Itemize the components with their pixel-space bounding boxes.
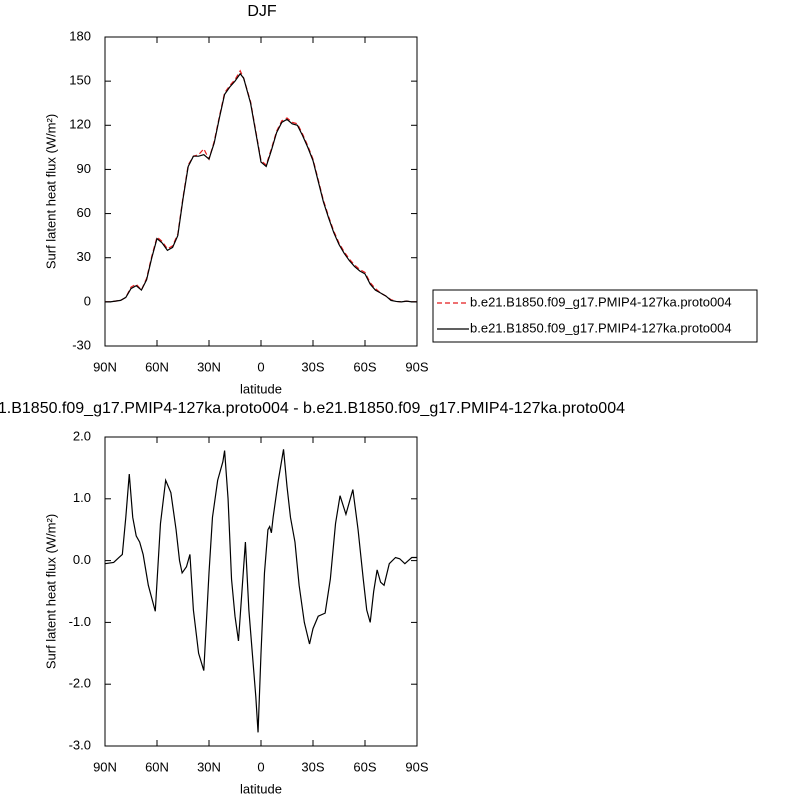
y-tick-label: 120	[69, 117, 91, 132]
legend-label: b.e21.B1850.f09_g17.PMIP4-127ka.proto004	[470, 320, 732, 335]
y-tick-label: 30	[77, 249, 91, 264]
data-line	[105, 72, 417, 303]
x-tick-label: 60N	[145, 759, 169, 774]
y-tick-label: 150	[69, 73, 91, 88]
x-tick-label: 90N	[93, 359, 117, 374]
x-tick-label: 30S	[301, 759, 324, 774]
data-line	[104, 449, 417, 733]
x-axis-label: latitude	[240, 781, 282, 796]
x-tick-label: 90S	[405, 359, 428, 374]
y-tick-label: 2.0	[73, 428, 91, 443]
y-tick-label: 0	[84, 293, 91, 308]
x-tick-label: 60S	[353, 759, 376, 774]
y-axis-label: Surf latent heat flux (W/m²)	[43, 514, 58, 669]
x-tick-label: 90N	[93, 759, 117, 774]
x-tick-label: 30N	[197, 759, 221, 774]
y-tick-label: 60	[77, 205, 91, 220]
x-tick-label: 60N	[145, 359, 169, 374]
legend-label: b.e21.B1850.f09_g17.PMIP4-127ka.proto004	[470, 294, 732, 309]
y-tick-label: 1.0	[73, 490, 91, 505]
y-tick-label: -2.0	[69, 676, 91, 691]
chart-title: b.e21.B1850.f09_g17.PMIP4-127ka.proto004…	[0, 400, 625, 417]
x-tick-label: 30S	[301, 359, 324, 374]
x-tick-label: 30N	[197, 359, 221, 374]
x-tick-label: 0	[257, 359, 264, 374]
plot-frame	[104, 436, 418, 747]
y-tick-label: -30	[72, 337, 91, 352]
chart-title: DJF	[247, 3, 277, 20]
y-tick-label: 0.0	[73, 552, 91, 567]
x-tick-label: 90S	[405, 759, 428, 774]
data-line	[105, 69, 417, 303]
y-tick-label: 90	[77, 161, 91, 176]
legend-box	[432, 289, 758, 343]
x-tick-label: 0	[257, 759, 264, 774]
x-tick-label: 60S	[353, 359, 376, 374]
y-tick-label: 180	[69, 28, 91, 43]
plot-frame	[104, 36, 418, 347]
y-axis-label: Surf latent heat flux (W/m²)	[43, 114, 58, 269]
x-axis-label: latitude	[240, 381, 282, 396]
y-tick-label: -1.0	[69, 614, 91, 629]
y-tick-label: -3.0	[69, 737, 91, 752]
